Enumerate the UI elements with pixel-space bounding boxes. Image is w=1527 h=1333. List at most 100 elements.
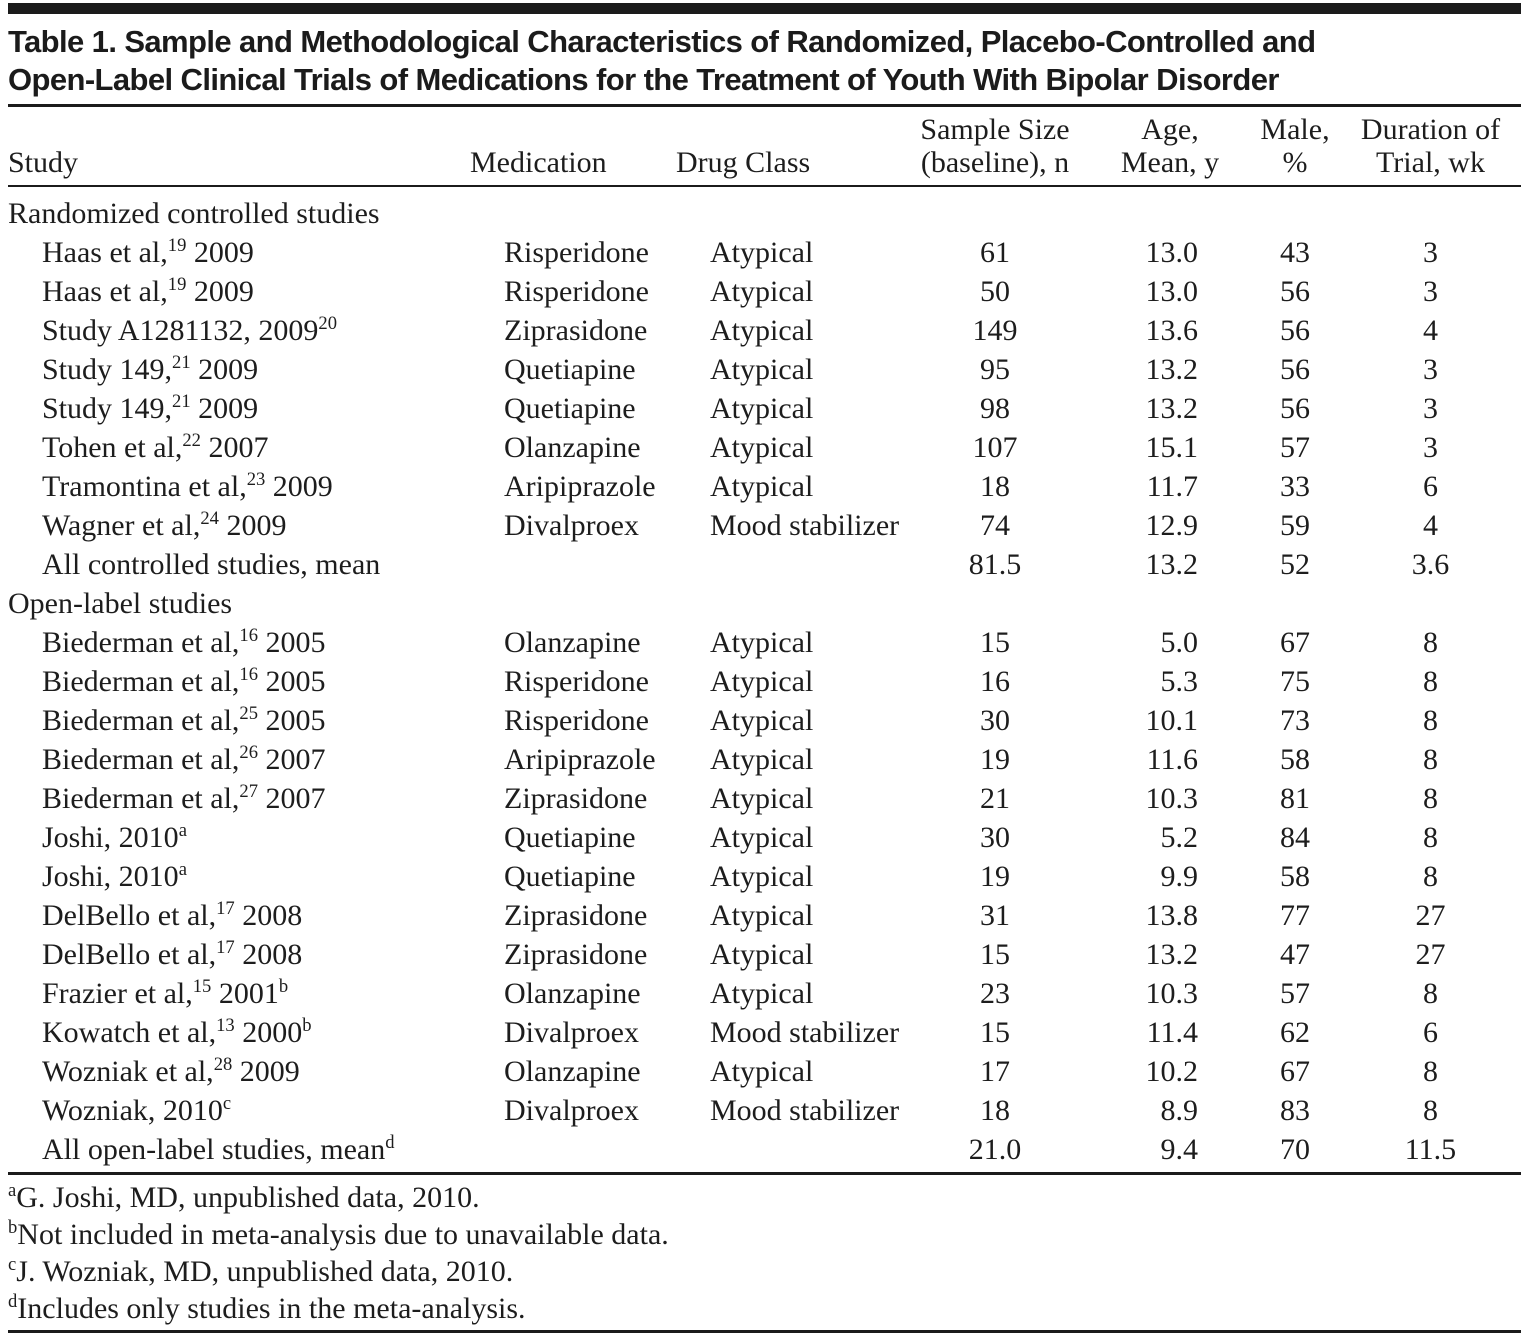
duration-cell: 8 (1423, 860, 1438, 893)
drug-class-cell: Atypical (710, 665, 814, 698)
medication-cell (470, 1130, 676, 1174)
medication-cell: Olanzapine (504, 626, 641, 659)
drug-class-cell (676, 545, 900, 584)
table-row: Biederman et al,16 2005 Risperidone Atypic… (8, 662, 1521, 701)
medication-cell: Quetiapine (504, 353, 636, 386)
table-row: Joshi, 2010a Quetiapine Atypical 19 9.9 58 8 (8, 857, 1521, 896)
male-pct-cell: 83 (1280, 1094, 1310, 1127)
age-cell: 9.9 (1160, 860, 1199, 893)
study-cell: Haas et al,19 2009 (42, 235, 254, 269)
duration-cell: 8 (1423, 704, 1438, 737)
age-cell: 12.9 (1145, 509, 1199, 542)
table-row: Study 149,21 2009 Quetiapine Atypical 95 13.… (8, 350, 1521, 389)
table-body: Randomized controlled studies Haas et al,… (8, 186, 1521, 1174)
drug-class-cell: Atypical (710, 626, 814, 659)
duration-cell: 3 (1423, 236, 1438, 269)
duration-cell: 6 (1423, 1016, 1438, 1049)
duration-cell: 8 (1423, 782, 1438, 815)
medication-cell: Risperidone (504, 236, 649, 269)
duration-cell: 27 (1415, 899, 1446, 932)
sample-size-cell: 15 (980, 938, 1010, 971)
age-cell: 11.6 (1146, 743, 1198, 776)
male-pct-cell: 52 (1280, 548, 1310, 581)
medication-cell: Olanzapine (504, 977, 641, 1010)
col-male-header: Male, % (1250, 107, 1340, 187)
drug-class-cell: Atypical (710, 743, 814, 776)
top-bar (8, 3, 1521, 14)
sample-size-cell: 30 (980, 704, 1010, 737)
study-cell: Study A1281132, 200920 (42, 313, 338, 347)
table-row: All open-label studies, meand 21.0 9.4 70 11… (8, 1130, 1521, 1174)
age-cell: 5.3 (1160, 665, 1199, 698)
age-cell: 10.1 (1145, 704, 1199, 737)
page: Table 1. Sample and Methodological Chara… (0, 3, 1527, 1333)
table-row: Biederman et al,26 2007 Aripiprazole Atypi… (8, 740, 1521, 779)
age-cell: 13.2 (1145, 938, 1199, 971)
drug-class-cell (676, 1130, 900, 1174)
study-cell: All open-label studies, meand (42, 1132, 395, 1166)
sample-size-cell: 31 (980, 899, 1010, 932)
age-cell: 10.3 (1145, 782, 1199, 815)
male-pct-cell: 77 (1280, 899, 1310, 932)
sample-size-cell: 149 (972, 314, 1018, 347)
medication-cell: Divalproex (504, 1094, 639, 1127)
duration-cell: 3 (1423, 353, 1438, 386)
col-study-header: Study (8, 107, 470, 187)
study-cell: Biederman et al,27 2007 (42, 781, 326, 815)
drug-class-cell: Atypical (710, 899, 814, 932)
table-row: Kowatch et al,13 2000b Divalproex Mood sta… (8, 1013, 1521, 1052)
table-row: Tohen et al,22 2007 Olanzapine Atypical 107… (8, 428, 1521, 467)
sample-size-cell: 19 (980, 743, 1010, 776)
medication-cell: Aripiprazole (504, 470, 656, 503)
drug-class-cell: Atypical (710, 236, 814, 269)
study-cell: Frazier et al,15 2001b (42, 976, 289, 1010)
study-cell: DelBello et al,17 2008 (42, 937, 303, 971)
male-pct-cell: 33 (1280, 470, 1310, 503)
duration-cell: 8 (1423, 1055, 1438, 1088)
medication-cell: Olanzapine (504, 1055, 641, 1088)
duration-cell: 6 (1423, 470, 1438, 503)
drug-class-cell: Atypical (710, 860, 814, 893)
sample-size-cell: 50 (980, 275, 1010, 308)
sample-size-cell: 17 (980, 1055, 1010, 1088)
table-row: Wagner et al,24 2009 Divalproex Mood stabi… (8, 506, 1521, 545)
section-header-row: Open-label studies (8, 584, 1521, 623)
duration-cell: 4 (1423, 314, 1438, 347)
sample-size-cell: 15 (980, 626, 1010, 659)
sample-size-cell: 15 (980, 1016, 1010, 1049)
table-row: DelBello et al,17 2008 Ziprasidone Atypica… (8, 935, 1521, 974)
medication-cell: Risperidone (504, 665, 649, 698)
study-cell: Wozniak et al,28 2009 (42, 1054, 300, 1088)
male-pct-cell: 58 (1280, 860, 1310, 893)
study-cell: All controlled studies, mean (42, 548, 381, 581)
drug-class-cell: Atypical (710, 977, 814, 1010)
table-row: Biederman et al,25 2005 Risperidone Atypic… (8, 701, 1521, 740)
medication-cell (470, 545, 676, 584)
age-cell: 10.3 (1145, 977, 1199, 1010)
medication-cell: Quetiapine (504, 392, 636, 425)
drug-class-cell: Atypical (710, 353, 814, 386)
medication-cell: Ziprasidone (504, 899, 648, 932)
age-cell: 13.0 (1145, 236, 1199, 269)
table-row: Wozniak, 2010c Divalproex Mood stabilizer 1… (8, 1091, 1521, 1130)
table-title-line1: Table 1. Sample and Methodological Chara… (8, 24, 1316, 59)
drug-class-cell: Atypical (710, 392, 814, 425)
study-cell: Biederman et al,26 2007 (42, 742, 326, 776)
study-cell: DelBello et al,17 2008 (42, 898, 303, 932)
table-row: Study A1281132, 200920 Ziprasidone Atypica… (8, 311, 1521, 350)
male-pct-cell: 67 (1280, 626, 1310, 659)
footnote: bNot included in meta-analysis due to un… (8, 1217, 669, 1251)
male-pct-cell: 47 (1280, 938, 1310, 971)
header-row: Study Medication Drug Class Sample Size … (8, 107, 1521, 187)
duration-cell: 8 (1423, 743, 1438, 776)
duration-cell: 3 (1423, 275, 1438, 308)
medication-cell: Olanzapine (504, 431, 641, 464)
age-cell: 13.2 (1145, 353, 1199, 386)
study-cell: Kowatch et al,13 2000b (42, 1015, 312, 1049)
age-cell: 13.2 (1145, 392, 1199, 425)
table-row: Wozniak et al,28 2009 Olanzapine Atypical 1… (8, 1052, 1521, 1091)
col-medication-header: Medication (470, 107, 676, 187)
male-pct-cell: 43 (1280, 236, 1310, 269)
sample-size-cell: 30 (980, 821, 1010, 854)
age-cell: 10.2 (1145, 1055, 1199, 1088)
